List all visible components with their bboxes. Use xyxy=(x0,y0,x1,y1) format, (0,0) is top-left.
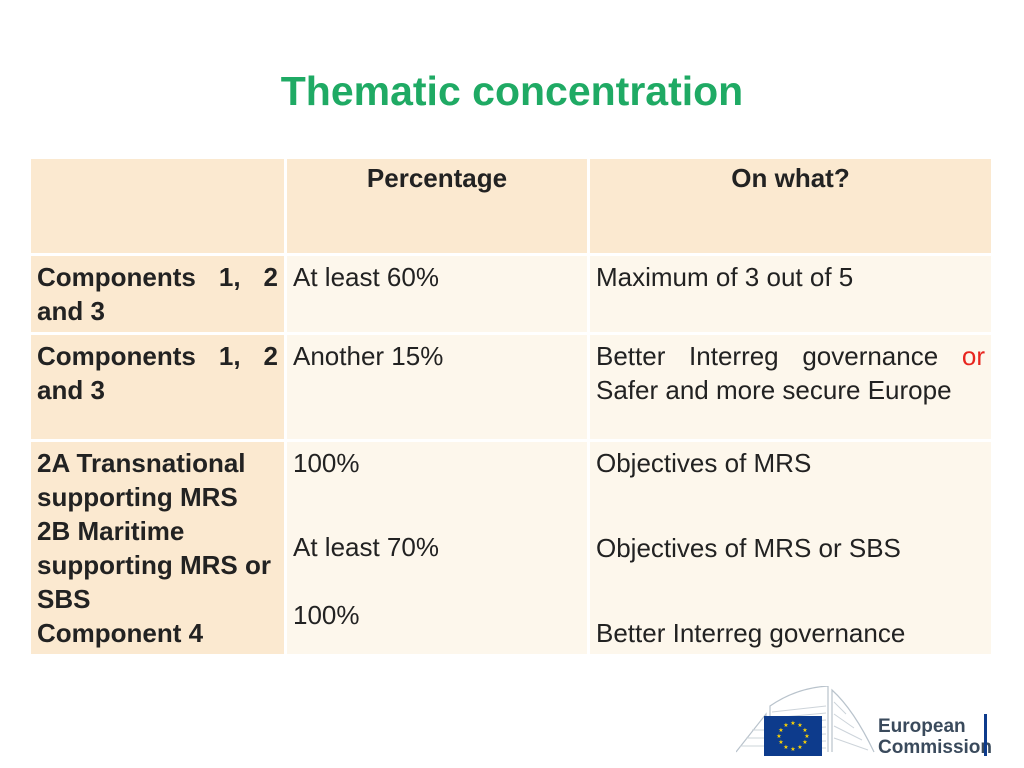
header-percentage: Percentage xyxy=(287,159,587,253)
svg-text:★: ★ xyxy=(802,727,807,734)
spacer xyxy=(293,480,581,514)
svg-text:★: ★ xyxy=(783,722,788,729)
row-target-group: Objectives of MRS Objectives of MRS or S… xyxy=(590,442,991,654)
percentage-2b: At least 70% xyxy=(293,532,439,562)
row-label: Components 1, 2 and 3 xyxy=(31,256,284,332)
svg-text:★: ★ xyxy=(790,746,795,753)
target-2b: Objectives of MRS or SBS xyxy=(596,533,901,563)
logo-line2: Commission xyxy=(878,737,993,758)
row-label-group: 2A Transnational supporting MRS 2B Marit… xyxy=(31,442,284,654)
percentage-2a: 100% xyxy=(293,448,360,478)
table-row: Components 1, 2 and 3 Another 15% Better… xyxy=(31,335,991,439)
logo-text: European Commission xyxy=(878,716,992,758)
row-target: Maximum of 3 out of 5 xyxy=(590,256,991,332)
logo-line1: European xyxy=(878,716,966,737)
row-label: Components 1, 2 and 3 xyxy=(31,335,284,439)
table-row: 2A Transnational supporting MRS 2B Marit… xyxy=(31,442,991,654)
row-label-component4: Component 4 xyxy=(37,618,204,648)
target-component4: Better Interreg governance xyxy=(596,618,906,648)
thematic-table: Percentage On what? Components 1, 2 and … xyxy=(28,156,994,657)
row-label-2a: 2A Transnational supporting MRS xyxy=(37,448,246,512)
svg-text:★: ★ xyxy=(778,727,783,734)
target-part1: Better Interreg governance xyxy=(596,341,939,371)
svg-text:★: ★ xyxy=(797,744,802,751)
row-percentage: Another 15% xyxy=(287,335,587,439)
row-target: Better Interreg governance or Safer and … xyxy=(590,335,991,439)
target-part2: Safer and more secure Europe xyxy=(596,375,952,405)
target-2a: Objectives of MRS xyxy=(596,448,812,478)
european-commission-logo: ★ ★ ★ ★ ★ ★ ★ ★ ★ ★ ★ ★ European Commission xyxy=(736,686,992,758)
row-percentage-group: 100% At least 70% 100% xyxy=(287,442,587,654)
svg-text:★: ★ xyxy=(804,733,809,740)
eu-flag-icon: ★ ★★ ★★★ ★★★ ★★★ xyxy=(764,716,822,756)
svg-text:★: ★ xyxy=(776,733,781,740)
table-row: Components 1, 2 and 3 At least 60% Maxim… xyxy=(31,256,991,332)
target-or: or xyxy=(961,341,985,371)
header-on-what: On what? xyxy=(590,159,991,253)
table-header-row: Percentage On what? xyxy=(31,159,991,253)
svg-text:★: ★ xyxy=(778,739,783,746)
row-label-2b: 2B Maritime supporting MRS or SBS xyxy=(37,516,271,614)
slide-title: Thematic concentration xyxy=(280,68,744,114)
svg-text:★: ★ xyxy=(802,739,807,746)
percentage-component4: 100% xyxy=(293,600,360,630)
svg-text:★: ★ xyxy=(797,722,802,729)
row-percentage: At least 60% xyxy=(287,256,587,332)
svg-text:★: ★ xyxy=(790,720,795,727)
svg-text:★: ★ xyxy=(783,744,788,751)
logo-divider xyxy=(984,714,987,756)
header-empty-cell xyxy=(31,159,284,253)
